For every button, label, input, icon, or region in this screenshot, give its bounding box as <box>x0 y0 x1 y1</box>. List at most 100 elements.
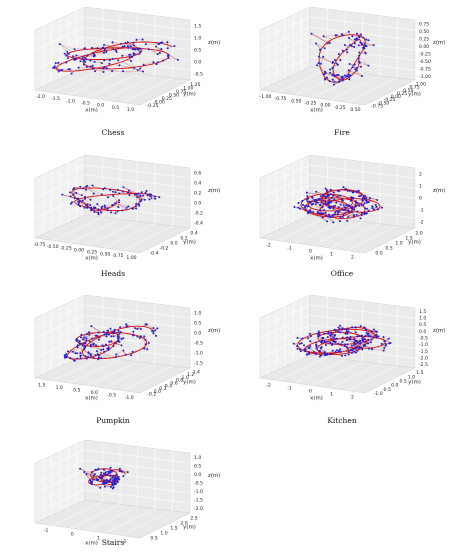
predicted-point <box>103 71 105 73</box>
predicted-point <box>329 199 331 201</box>
predicted-point <box>320 195 322 197</box>
predicted-point <box>293 206 295 208</box>
x-tick-label: -1 <box>44 528 49 534</box>
predicted-point <box>342 209 344 211</box>
predicted-point <box>322 195 324 197</box>
predicted-point <box>143 335 145 337</box>
predicted-point <box>299 348 301 350</box>
predicted-point <box>353 342 355 344</box>
predicted-point <box>119 341 121 343</box>
predicted-point <box>107 196 109 198</box>
predicted-point <box>148 193 150 195</box>
predicted-point <box>114 329 116 331</box>
predicted-point <box>329 69 331 71</box>
predicted-point <box>89 204 91 206</box>
predicted-point <box>355 348 357 350</box>
predicted-point <box>360 195 362 197</box>
predicted-point <box>368 210 370 212</box>
predicted-point <box>358 52 360 54</box>
predicted-point <box>351 206 353 208</box>
z-tick-label: 0.0 <box>194 201 201 207</box>
predicted-point <box>338 206 340 208</box>
predicted-point <box>306 199 308 201</box>
predicted-point <box>96 469 98 471</box>
predicted-point <box>339 217 341 219</box>
predicted-point <box>352 191 354 193</box>
predicted-point <box>358 44 360 46</box>
predicted-point <box>341 329 343 331</box>
predicted-point <box>112 484 114 486</box>
predicted-point <box>338 350 340 352</box>
predicted-point <box>107 207 109 209</box>
predicted-point <box>355 341 357 343</box>
predicted-point <box>104 206 106 208</box>
predicted-point <box>81 58 83 60</box>
predicted-point <box>332 208 334 210</box>
predicted-point <box>354 43 356 45</box>
predicted-point <box>90 66 92 68</box>
predicted-point <box>381 207 383 209</box>
predicted-point <box>110 467 112 469</box>
predicted-point <box>369 197 371 199</box>
predicted-point <box>129 56 131 58</box>
predicted-point <box>95 344 97 346</box>
predicted-point <box>308 346 310 348</box>
predicted-point <box>301 200 303 202</box>
predicted-point <box>84 57 86 59</box>
predicted-point <box>158 43 160 45</box>
predicted-point <box>102 188 104 190</box>
predicted-point <box>307 337 309 339</box>
predicted-point <box>93 357 95 359</box>
predicted-point <box>132 351 134 353</box>
predicted-point <box>93 343 95 345</box>
predicted-point <box>377 208 379 210</box>
predicted-point <box>348 76 350 78</box>
predicted-point <box>318 198 320 200</box>
predicted-point <box>69 357 71 359</box>
predicted-point <box>88 331 90 333</box>
predicted-point <box>325 344 327 346</box>
predicted-point <box>332 79 334 81</box>
panel-caption: Pumpkin <box>83 416 143 425</box>
predicted-point <box>85 473 87 475</box>
predicted-point <box>127 205 129 207</box>
predicted-point <box>321 202 323 204</box>
predicted-point <box>321 213 323 215</box>
predicted-point <box>85 189 87 191</box>
predicted-point <box>304 350 306 352</box>
predicted-point <box>364 207 366 209</box>
predicted-point <box>81 194 83 196</box>
predicted-point <box>339 59 341 61</box>
predicted-point <box>89 60 91 62</box>
predicted-point <box>309 201 311 203</box>
predicted-point <box>102 348 104 350</box>
y-axis-label: y(m) <box>408 91 421 97</box>
predicted-point <box>348 37 350 39</box>
predicted-point <box>77 339 79 341</box>
predicted-point <box>310 335 312 337</box>
predicted-point <box>383 336 385 338</box>
predicted-point <box>112 204 114 206</box>
predicted-point <box>54 65 56 67</box>
predicted-point <box>103 469 105 471</box>
predicted-point <box>117 189 119 191</box>
predicted-point <box>86 207 88 209</box>
predicted-point <box>339 328 341 330</box>
predicted-point <box>324 353 326 355</box>
predicted-point <box>366 212 368 214</box>
predicted-point <box>357 350 359 352</box>
predicted-point <box>388 343 390 345</box>
x-tick-label: -0.25 <box>305 101 317 107</box>
predicted-point <box>67 350 69 352</box>
predicted-point <box>111 477 113 479</box>
predicted-point <box>98 213 100 215</box>
predicted-point <box>140 328 142 330</box>
z-tick-label: 0.0 <box>194 60 201 66</box>
z-tick-label: 0.6 <box>194 171 201 177</box>
predicted-point <box>337 212 339 214</box>
predicted-point <box>358 57 360 59</box>
predicted-point <box>347 205 349 207</box>
y-tick-label: 0.5 <box>385 246 392 252</box>
